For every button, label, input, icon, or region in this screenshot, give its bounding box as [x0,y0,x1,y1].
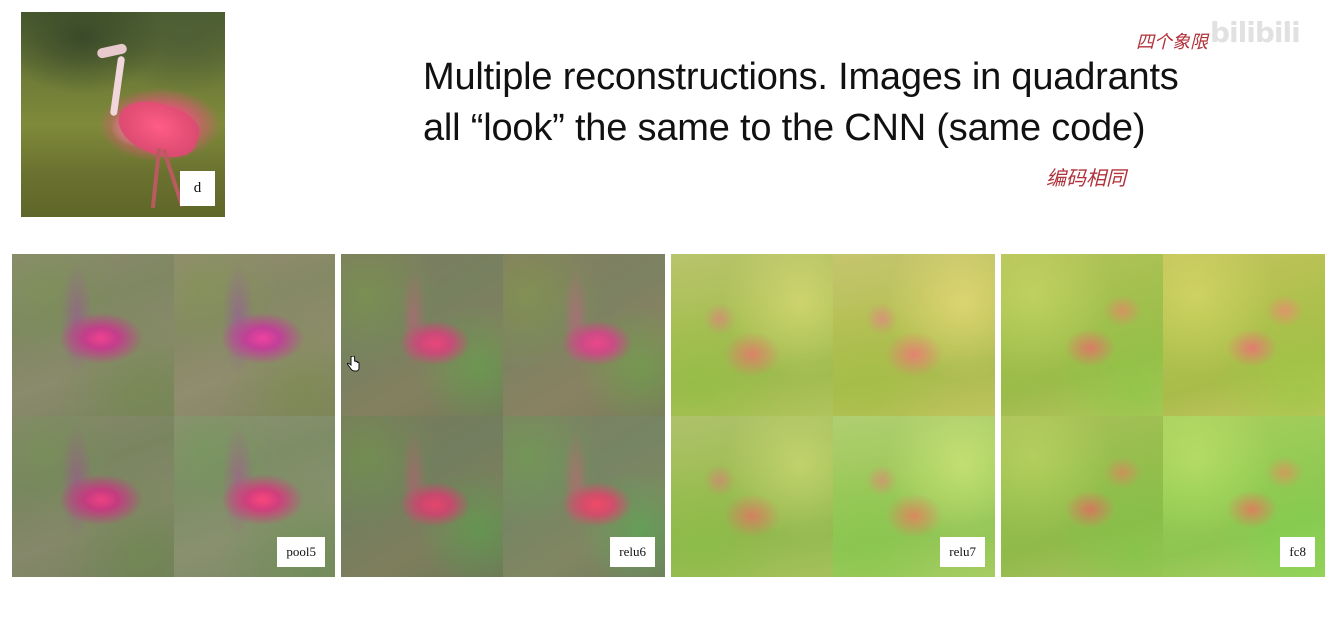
panel-label-fc8: fc8 [1280,537,1315,567]
reconstruction-panel-fc8: fc8 [1001,254,1325,577]
reconstruction-panel-relu7: relu7 [671,254,995,577]
panel-label-pool5: pool5 [277,537,325,567]
image-label-d: d [180,171,215,206]
slide-title: Multiple reconstructions. Images in quad… [423,52,1335,154]
quadrant-image [341,415,503,577]
handwritten-note-quadrants: 四个象限 [1136,32,1208,53]
reconstruction-panel-pool5: pool5 [12,254,335,577]
quadrant-image [671,415,833,577]
quadrant-image [12,415,174,577]
hand-cursor-icon [347,356,360,372]
quadrant-image [1001,254,1163,416]
title-line-2: all “look” the same to the CNN (same cod… [423,107,1146,149]
title-line-1: Multiple reconstructions. Images in quad… [423,56,1179,98]
bird-neck [109,55,126,117]
quadrant-image [671,254,833,416]
reconstruction-panel-relu6: relu6 [341,254,665,577]
quadrant-image [12,254,174,416]
quadrant-image [1001,415,1163,577]
bird-leg [150,147,162,209]
quadrant-image [173,254,335,416]
handwritten-note-same-code: 编码相同 [1046,166,1126,190]
panel-label-relu6: relu6 [610,537,655,567]
quadrant-image [1163,254,1325,416]
quadrant-image [833,254,995,416]
bilibili-watermark: bilibili [1210,16,1301,49]
quadrant-image [503,254,665,416]
panel-label-relu7: relu7 [940,537,985,567]
quadrant-image [341,254,503,416]
original-image-d: d [21,12,225,217]
